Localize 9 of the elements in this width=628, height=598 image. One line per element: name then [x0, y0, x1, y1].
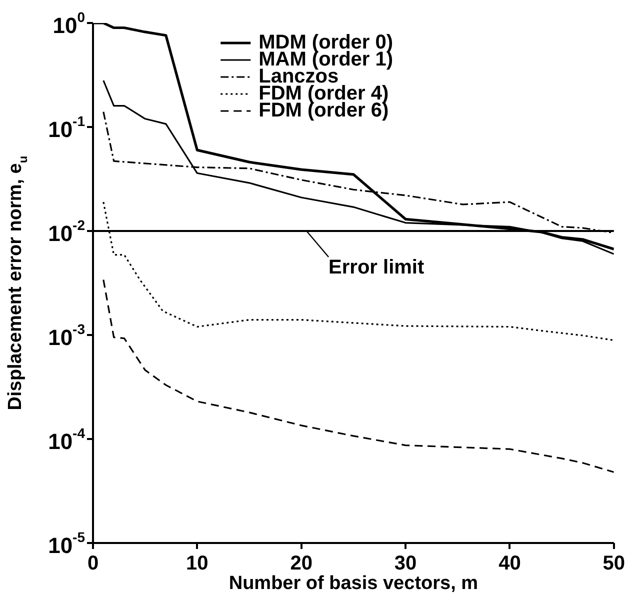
x-tick-label: 0 [87, 552, 99, 575]
x-tick-label: 50 [602, 552, 625, 575]
x-tick-label: 30 [394, 552, 417, 575]
y-axis-title: Displacement error norm, eu [5, 156, 30, 410]
x-tick-label: 20 [290, 552, 312, 575]
x-tick-label: 10 [186, 552, 208, 575]
x-tick-label: 40 [498, 552, 521, 575]
x-axis-title: Number of basis vectors, m [228, 573, 478, 594]
ref-line-label: Error limit [328, 256, 424, 279]
